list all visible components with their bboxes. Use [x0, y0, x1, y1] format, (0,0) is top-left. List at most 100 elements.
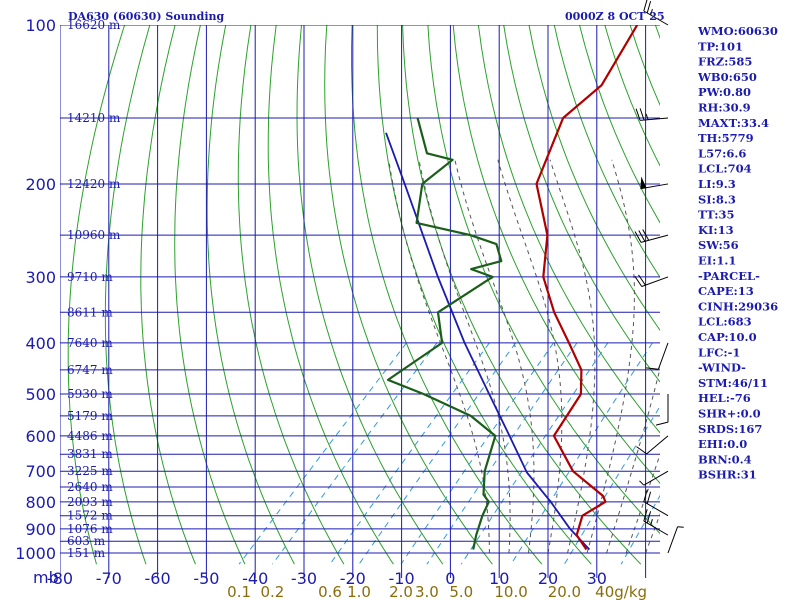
index-item: MAXT:33.4	[698, 116, 769, 130]
temperature-trace	[535, 25, 639, 551]
pressure-tick-label: 800	[25, 493, 56, 512]
index-item: PW:0.80	[698, 85, 751, 99]
temperature-tick-label: -40	[242, 569, 268, 588]
temperature-tick-label: 0	[445, 569, 455, 588]
dry-adiabat	[782, 25, 800, 564]
wind-barb-half	[650, 8, 653, 16]
temperature-tick-label: 20	[538, 569, 558, 588]
wind-barb-shaft	[643, 520, 669, 536]
wind-barb-full	[643, 509, 648, 522]
wind-barb-shaft	[643, 10, 669, 26]
wind-barb-full	[646, 511, 652, 524]
index-item: SHR+:0.0	[698, 407, 761, 421]
dry-adiabat	[206, 25, 295, 565]
pressure-tick-label: 200	[25, 175, 56, 194]
index-item: CINH:29036	[698, 299, 778, 313]
dry-adiabat	[140, 25, 196, 565]
temperature-tick-label: -20	[340, 569, 366, 588]
temperature-tick-label: 30	[587, 569, 607, 588]
wind-barb-full	[635, 108, 641, 121]
profiles-layer	[385, 25, 639, 551]
wind-barb-full	[639, 108, 645, 121]
index-item: FRZ:585	[698, 55, 752, 69]
height-label: 3831 m	[67, 447, 113, 461]
mixing-ratio-line	[426, 342, 578, 565]
mixing-ratio-line	[510, 342, 653, 565]
wind-barb-shaft	[657, 342, 669, 370]
height-label: 1572 m	[67, 509, 113, 523]
mixing-ratio-line	[329, 342, 490, 565]
mixing-ratio-label: 5.0	[449, 583, 473, 600]
index-item: WMO:60630	[697, 24, 778, 38]
height-label: 7640 m	[67, 336, 113, 350]
dry-adiabat	[174, 25, 246, 565]
chart-title: DA630 (60630) Sounding	[68, 10, 225, 23]
dry-adiabat	[757, 25, 800, 564]
height-label: 5930 m	[67, 387, 113, 401]
wind-barb	[639, 470, 669, 486]
temperature-tick-label: -80	[47, 569, 73, 588]
wind-barb-shaft	[646, 435, 669, 455]
mixing-ratio-label: 40g/kg	[595, 583, 647, 600]
height-label: 6747 m	[67, 363, 113, 377]
index-item: LI:9.3	[698, 177, 736, 191]
dry-adiabat	[528, 25, 660, 331]
wind-barb-shaft	[640, 117, 669, 121]
dry-adiabat	[503, 25, 660, 383]
mixing-ratio-line	[238, 342, 407, 565]
mixing-ratio-line	[271, 342, 438, 565]
temperature-tick-label: -10	[389, 569, 415, 588]
index-item: CAP:10.0	[698, 330, 757, 344]
height-label: 2640 m	[67, 480, 113, 494]
wind-barb-full	[636, 446, 647, 455]
wind-barb-full	[643, 489, 648, 502]
index-item: WB0:650	[697, 70, 757, 84]
pressure-tick-label: 100	[25, 16, 56, 35]
index-item: LCL:683	[698, 315, 752, 329]
index-item: SRDS:167	[698, 422, 762, 436]
wind-barb-full	[638, 274, 646, 286]
pressure-tick-label: 500	[25, 385, 56, 404]
wind-barb-half	[677, 526, 684, 528]
wind-barb-half	[639, 480, 645, 486]
dry-adiabat	[324, 25, 493, 565]
dry-adiabat	[296, 25, 444, 565]
dewpoint-trace	[386, 117, 503, 550]
plot-background	[60, 25, 800, 578]
moist-adiabat	[606, 366, 660, 554]
index-item: EHI:0.0	[698, 437, 747, 451]
height-label: 9710 m	[67, 270, 113, 284]
wind-barb-half	[650, 519, 653, 526]
index-item: L57:6.6	[698, 146, 746, 160]
mixing-ratio-label: 0.6	[318, 583, 342, 600]
wind-barb	[640, 176, 669, 190]
height-label: 1076 m	[67, 522, 113, 536]
dry-adiabat	[553, 25, 660, 279]
dry-adiabat	[452, 25, 660, 484]
height-label: 12420 m	[67, 177, 121, 191]
mixing-ratio-label: 2.0	[389, 583, 413, 600]
index-item: STM:46/11	[698, 376, 768, 390]
mixing-ratio-line	[358, 342, 517, 565]
height-label: 10960 m	[67, 228, 121, 242]
moist-adiabat	[586, 159, 635, 554]
parcel-trace	[385, 132, 591, 551]
wind-barb-shaft	[640, 234, 669, 243]
index-item: TH:5779	[698, 131, 754, 145]
index-item: SI:8.3	[698, 192, 736, 206]
dry-adiabat	[477, 25, 660, 434]
wind-barb	[643, 509, 669, 536]
pressure-tick-label: 900	[25, 520, 56, 539]
pressure-tick-label: 700	[25, 462, 56, 481]
index-item: TT:35	[698, 208, 735, 222]
temperature-tick-label: -60	[145, 569, 171, 588]
wind-barb-full	[655, 421, 669, 426]
temperature-tick-label: -50	[193, 569, 219, 588]
index-item: -WIND-	[698, 361, 746, 375]
mixing-ratio-line	[400, 342, 554, 565]
moist-adiabat	[625, 453, 660, 554]
chart-time: 0000Z 8 OCT 25	[565, 10, 665, 23]
wind-barb	[643, 0, 669, 26]
